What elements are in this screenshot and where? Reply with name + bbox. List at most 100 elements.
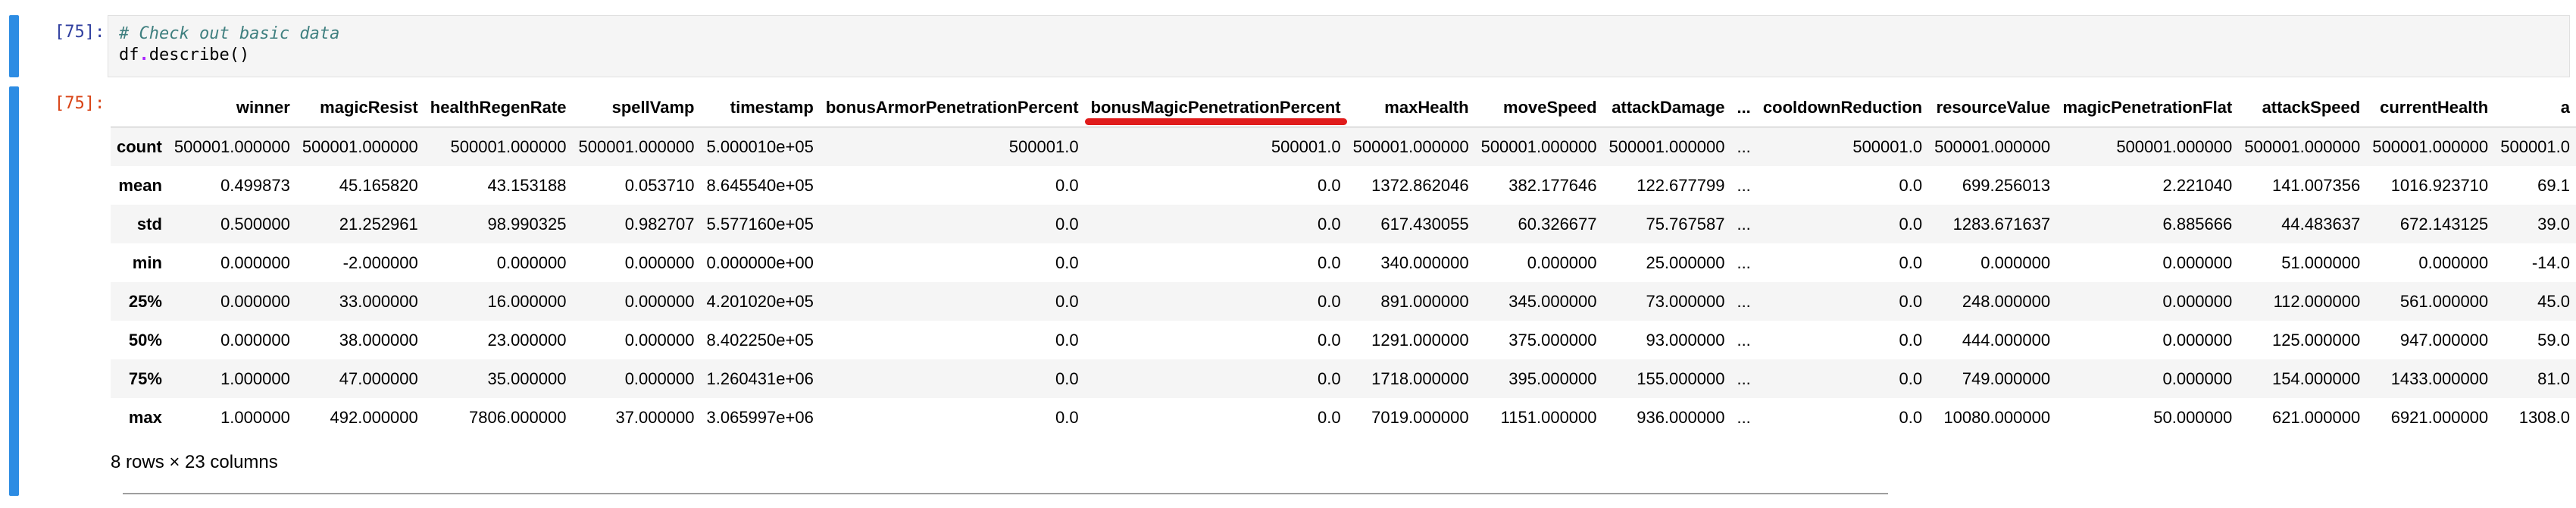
table-cell: 500001.000000 [302,136,418,156]
table-cell: 500001.0 [1852,136,1923,156]
row-label: std [136,214,162,234]
table-cell: 672.143125 [2399,214,2489,234]
table-row: min 0.000000 -2.000000 0.000000 0.000000 0.00… [111,243,2576,282]
table-cell: 0.0 [1899,291,1923,311]
table-cell: 444.000000 [1962,330,2051,350]
table-cell: 0.0 [1318,175,1341,195]
table-cell: 395.000000 [1508,368,1597,388]
row-label: 75% [128,368,162,388]
table-row: mean 0.499873 45.165820 43.153188 0.053710 8.… [111,166,2576,205]
column-header: spellVamp [572,88,701,127]
table-cell: 98.990325 [487,214,567,234]
row-label: 25% [128,291,162,311]
table-cell: ... [1737,252,1751,272]
table-cell: 33.000000 [339,291,418,311]
table-cell: 0.000000 [2162,368,2233,388]
row-label: count [117,136,162,156]
output-divider [123,493,1888,494]
table-cell: 0.053710 [624,175,695,195]
table-header-row: winner magicResist healthRegenRate spellVam… [111,88,2576,127]
column-header: magicResist [295,88,424,127]
table-cell: -2.000000 [342,252,418,272]
table-cell: 7019.000000 [1371,407,1469,427]
table-cell: 0.000000 [624,330,695,350]
table-cell: 21.252961 [339,214,418,234]
table-cell: 500001.0 [2500,136,2570,156]
table-cell: 75.767587 [1646,214,1725,234]
table-cell: 0.0 [1899,252,1923,272]
table-cell: 1151.000000 [1500,407,1597,427]
table-cell: 0.000000 [2418,252,2489,272]
table-cell: 0.0 [1055,330,1079,350]
table-cell: 0.000000 [1527,252,1597,272]
table-row: 50% 0.000000 38.000000 23.000000 0.000000 8.4… [111,321,2576,359]
table-cell: 0.0 [1055,252,1079,272]
table-cell: ... [1737,330,1751,350]
table-cell: 93.000000 [1646,330,1725,350]
table-cell: ... [1737,136,1751,156]
table-cell: -14.0 [2531,252,2570,272]
table-cell: 155.000000 [1637,368,1725,388]
table-cell: 500001.000000 [174,136,290,156]
table-cell: 1016.923710 [2390,175,2489,195]
table-cell: 0.0 [1318,214,1341,234]
table-cell: 500001.000000 [2244,136,2361,156]
table-cell: 500001.000000 [1608,136,1725,156]
table-cell: 122.677799 [1637,175,1725,195]
table-cell: 621.000000 [2271,407,2361,427]
table-cell: 0.000000 [2162,252,2233,272]
table-cell: 749.000000 [1962,368,2051,388]
output-cell-selection-bar[interactable] [9,86,19,496]
table-cell: ... [1737,407,1751,427]
table-cell: 1.000000 [220,407,290,427]
table-cell: 3.065997e+06 [706,407,814,427]
table-cell: 0.982707 [624,214,695,234]
table-cell: 0.0 [1899,175,1923,195]
table-summary: 8 rows × 23 columns [111,452,278,472]
table-cell: ... [1737,214,1751,234]
table-row: 25% 0.000000 33.000000 16.000000 0.000000 4.2… [111,282,2576,321]
table-cell: ... [1737,175,1751,195]
row-label: mean [118,175,162,195]
table-cell: 0.500000 [220,214,290,234]
input-cell-selection-bar[interactable] [9,15,19,77]
table-cell: 382.177646 [1508,175,1597,195]
table-cell: 0.000000 [624,291,695,311]
output-prompt: [75]: [55,94,105,113]
table-cell: 1.000000 [220,368,290,388]
table-cell: 500001.000000 [450,136,567,156]
table-cell: 500001.0 [1008,136,1079,156]
table-row: count 500001.000000 500001.000000 500001.00… [111,127,2576,166]
table-cell: 6.885666 [2162,214,2233,234]
dataframe-table: winner magicResist healthRegenRate spellVam… [111,88,2576,437]
table-cell: ... [1737,368,1751,388]
table-cell: 0.000000 [220,330,290,350]
table-cell: 500001.0 [1271,136,1341,156]
code-function: describe [148,45,230,64]
table-cell: 0.0 [1055,407,1079,427]
table-cell: 617.430055 [1380,214,1469,234]
row-label: 50% [128,330,162,350]
table-cell: 39.0 [2537,214,2570,234]
table-cell: 345.000000 [1508,291,1597,311]
code-dot: . [139,45,149,64]
table-cell: 50.000000 [2153,407,2233,427]
table-cell: 73.000000 [1646,291,1725,311]
row-label: max [128,407,162,427]
table-cell: 0.0 [1318,330,1341,350]
table-cell: 51.000000 [2281,252,2361,272]
column-header: maxHealth [1346,88,1475,127]
table-row: max 1.000000 492.000000 7806.000000 37.00000… [111,398,2576,437]
table-cell: 0.000000 [220,252,290,272]
table-cell: 60.326677 [1518,214,1597,234]
table-index-header [111,88,168,127]
table-cell: 0.0 [1318,291,1341,311]
code-editor[interactable]: # Check out basic data df.describe() [108,15,2570,77]
table-cell: 0.0 [1899,330,1923,350]
table-cell: 500001.000000 [2372,136,2489,156]
column-header: attackDamage [1602,88,1731,127]
table-cell: 141.007356 [2271,175,2361,195]
table-cell: 7806.000000 [469,407,567,427]
table-cell: 45.0 [2537,291,2570,311]
column-header: timestamp [700,88,820,127]
